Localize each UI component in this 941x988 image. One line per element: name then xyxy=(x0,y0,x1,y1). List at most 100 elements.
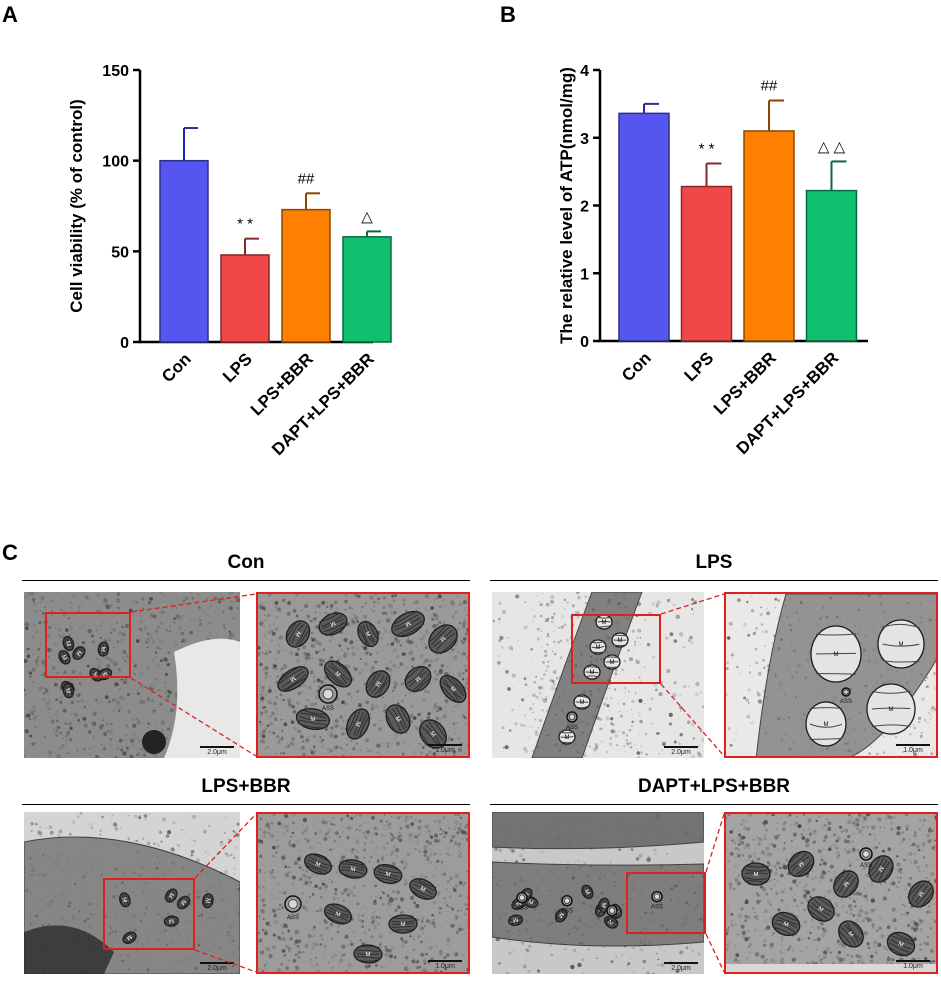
granule xyxy=(447,739,449,741)
mitochondrion: M xyxy=(385,704,412,734)
granule xyxy=(449,842,451,844)
granule xyxy=(542,661,545,664)
granule xyxy=(443,835,446,839)
mitochondrion: M xyxy=(357,620,379,648)
granule xyxy=(379,720,382,722)
granule xyxy=(81,657,85,661)
granule xyxy=(423,967,426,970)
granule xyxy=(347,692,351,696)
mitochondrion-label: M xyxy=(334,911,341,918)
granule xyxy=(176,927,178,929)
granule xyxy=(640,948,644,952)
granule xyxy=(117,631,122,635)
granule xyxy=(688,639,691,642)
y-axis-label: The relative level of ATP(nmol/mg) xyxy=(557,67,576,344)
granule xyxy=(690,641,694,645)
granule xyxy=(349,848,354,853)
granule xyxy=(134,828,136,830)
granule xyxy=(336,930,340,934)
granule xyxy=(258,894,260,897)
granule xyxy=(352,758,355,759)
granule xyxy=(352,914,354,917)
granule xyxy=(147,726,149,728)
granule xyxy=(523,625,528,630)
granule xyxy=(110,817,112,819)
granule xyxy=(336,928,338,930)
granule xyxy=(328,751,331,754)
granule xyxy=(110,743,113,746)
granule xyxy=(45,826,48,829)
granule xyxy=(71,607,73,609)
granule xyxy=(308,619,311,621)
granule xyxy=(422,661,426,665)
granule xyxy=(283,863,286,865)
granule xyxy=(383,636,385,639)
granule xyxy=(143,623,145,626)
granule xyxy=(141,891,145,895)
granule xyxy=(393,685,397,690)
granule xyxy=(850,750,853,753)
granule xyxy=(458,828,463,833)
granule xyxy=(25,609,28,612)
granule xyxy=(194,870,196,873)
granule xyxy=(260,853,262,855)
granule xyxy=(327,961,330,964)
granule xyxy=(271,639,273,642)
granule xyxy=(411,713,413,716)
granule xyxy=(331,937,334,941)
granule xyxy=(206,871,209,874)
granule xyxy=(625,617,627,619)
granule xyxy=(694,692,699,697)
granule xyxy=(65,735,68,738)
granule xyxy=(387,603,392,608)
granule xyxy=(319,843,322,846)
granule xyxy=(764,693,767,695)
granule xyxy=(368,619,371,623)
granule xyxy=(580,958,585,962)
granule xyxy=(344,934,349,938)
granule xyxy=(418,834,420,837)
granule xyxy=(536,627,540,631)
granule xyxy=(154,684,158,688)
granule xyxy=(334,887,338,892)
granule xyxy=(457,736,461,741)
granule xyxy=(279,693,283,697)
granule xyxy=(294,939,299,943)
granule xyxy=(260,656,263,658)
granule xyxy=(225,952,228,955)
granule xyxy=(268,825,270,827)
granule xyxy=(507,636,510,639)
granule xyxy=(679,705,683,710)
granule xyxy=(115,700,121,705)
granule xyxy=(276,649,281,654)
granule xyxy=(464,825,468,830)
granule xyxy=(348,606,352,610)
granule xyxy=(461,735,463,736)
granule xyxy=(811,745,813,747)
granule xyxy=(803,616,806,619)
granule xyxy=(263,617,268,622)
granule xyxy=(418,637,421,641)
granule xyxy=(416,918,420,922)
granule xyxy=(460,935,462,938)
granule xyxy=(532,711,534,714)
autophagosome-label: ASS xyxy=(840,699,852,705)
granule xyxy=(415,840,419,844)
granule xyxy=(364,651,369,656)
granule xyxy=(160,840,163,843)
granule xyxy=(631,720,634,723)
granule xyxy=(630,708,633,711)
granule xyxy=(492,619,495,623)
granule xyxy=(264,971,267,972)
granule xyxy=(912,724,914,726)
granule xyxy=(552,602,554,604)
granule xyxy=(267,714,271,718)
panel-letter-a: A xyxy=(2,2,18,27)
granule xyxy=(273,664,277,668)
granule xyxy=(382,605,386,610)
granule xyxy=(289,866,291,868)
granule xyxy=(367,814,371,818)
granule xyxy=(167,691,173,696)
granule xyxy=(452,710,455,713)
granule xyxy=(111,931,114,934)
